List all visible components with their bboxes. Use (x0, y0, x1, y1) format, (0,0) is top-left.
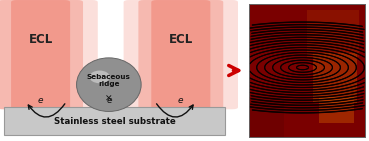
Text: ECL: ECL (169, 33, 193, 46)
Text: ECL: ECL (28, 33, 53, 46)
FancyBboxPatch shape (0, 0, 98, 109)
FancyBboxPatch shape (0, 0, 83, 109)
Text: Stainless steel substrate: Stainless steel substrate (54, 117, 175, 126)
Bar (249, 4, 365, 137)
Bar (313, 53, 357, 103)
Text: Sebaceous
ridge: Sebaceous ridge (87, 74, 131, 87)
Text: ✕: ✕ (105, 94, 113, 103)
Text: e: e (178, 96, 183, 105)
Bar (4, 107, 225, 135)
Text: e: e (38, 96, 43, 105)
FancyBboxPatch shape (151, 0, 210, 109)
Ellipse shape (77, 58, 141, 111)
Text: e: e (106, 96, 111, 105)
FancyArrowPatch shape (156, 104, 193, 117)
Bar (249, 4, 365, 137)
FancyBboxPatch shape (124, 0, 238, 109)
Bar (249, 97, 284, 137)
FancyArrowPatch shape (28, 104, 65, 117)
FancyBboxPatch shape (138, 0, 223, 109)
Ellipse shape (89, 70, 110, 83)
FancyBboxPatch shape (11, 0, 70, 109)
Bar (307, 10, 359, 57)
Bar (319, 97, 354, 124)
